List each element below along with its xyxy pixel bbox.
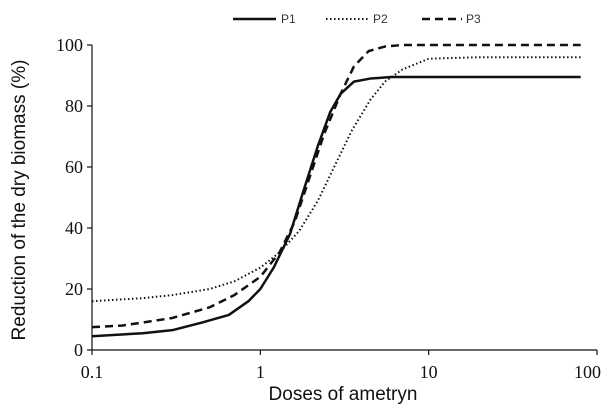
- x-tick-label: 10: [420, 362, 438, 382]
- y-tick-label: 20: [65, 279, 83, 299]
- x-tick-group: 0.1 1 10 100: [81, 350, 601, 382]
- legend: P1 P2 P3: [233, 12, 481, 26]
- y-tick-label: 0: [74, 340, 83, 360]
- y-tick-label: 100: [56, 35, 83, 55]
- series-line-p1: [91, 75, 581, 338]
- y-tick-label: 40: [65, 218, 83, 238]
- x-axis-title: Doses of ametryn: [269, 384, 418, 405]
- y-tick-group: 0 20 40 60 80 100: [56, 35, 92, 360]
- x-tick-label: 100: [574, 362, 601, 382]
- y-axis-title: Reduction of the dry biomass (%): [9, 60, 30, 341]
- y-tick-label: 80: [65, 96, 83, 116]
- legend-label-p1: P1: [281, 12, 296, 26]
- x-tick-label: 0.1: [81, 362, 104, 382]
- series-group: [91, 43, 581, 338]
- y-tick-label: 60: [65, 157, 83, 177]
- legend-label-p2: P2: [373, 12, 388, 26]
- x-tick-label: 1: [256, 362, 265, 382]
- series-line-p3: [91, 43, 581, 329]
- series-line-p2: [91, 56, 581, 303]
- legend-label-p3: P3: [466, 12, 481, 26]
